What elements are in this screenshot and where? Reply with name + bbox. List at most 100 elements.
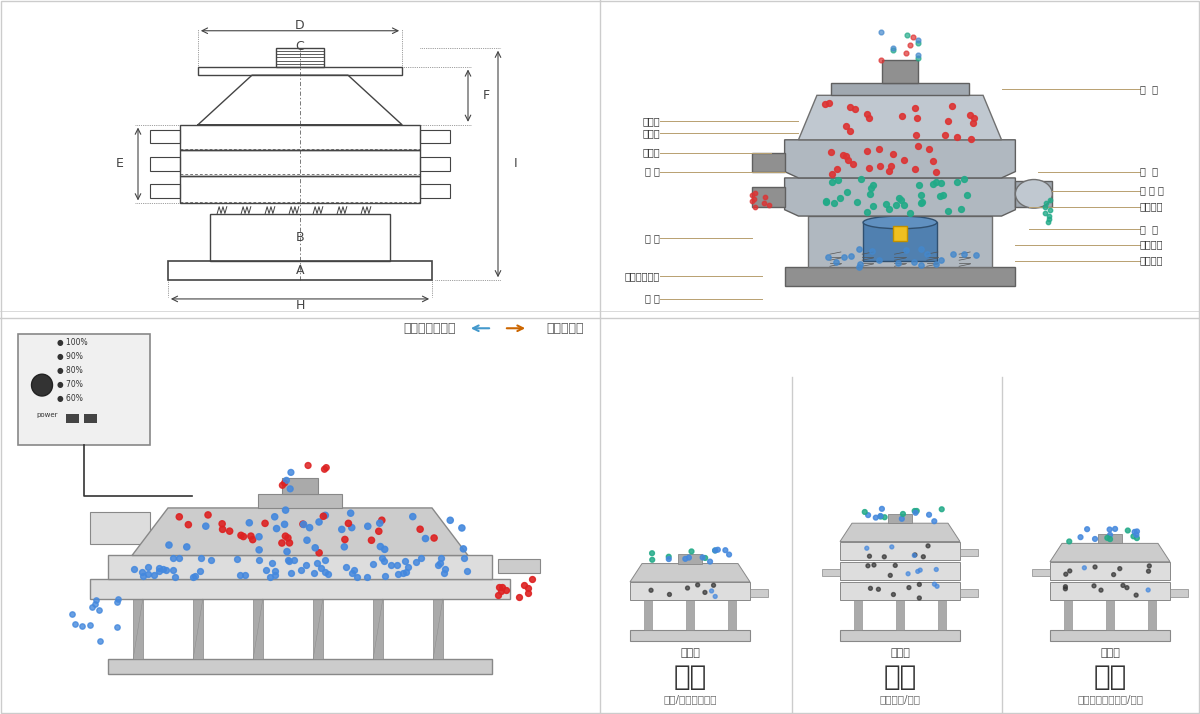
Point xyxy=(900,207,919,218)
Point xyxy=(278,554,298,565)
Point xyxy=(284,554,304,565)
Point xyxy=(1114,580,1133,591)
Point xyxy=(1118,525,1138,536)
Bar xyxy=(728,600,736,630)
Point xyxy=(278,532,298,543)
Bar xyxy=(630,630,750,640)
Point xyxy=(1039,211,1058,222)
Point xyxy=(886,560,905,571)
Polygon shape xyxy=(785,140,1015,178)
Point xyxy=(824,197,844,208)
Text: 除杂: 除杂 xyxy=(1093,663,1127,691)
Point xyxy=(901,39,920,51)
Point xyxy=(150,562,169,573)
Point xyxy=(265,565,284,577)
Point xyxy=(954,248,973,260)
Point xyxy=(889,193,908,204)
Point xyxy=(817,196,836,207)
Point xyxy=(961,109,980,121)
Point xyxy=(881,161,900,172)
Point xyxy=(62,608,82,620)
Point xyxy=(190,565,209,576)
Point xyxy=(893,508,912,520)
Bar xyxy=(1106,600,1114,630)
Point xyxy=(829,174,848,186)
Bar xyxy=(168,261,432,280)
Text: D: D xyxy=(295,19,305,32)
Bar xyxy=(678,554,702,563)
Point xyxy=(961,133,980,144)
Point xyxy=(1126,526,1145,538)
Point xyxy=(314,463,334,475)
Point xyxy=(845,104,864,115)
Text: 分级: 分级 xyxy=(673,663,707,691)
Point xyxy=(896,29,916,41)
Bar xyxy=(830,83,970,95)
Bar xyxy=(882,61,918,83)
Point xyxy=(1139,565,1158,577)
Point xyxy=(335,534,354,545)
Point xyxy=(454,543,473,555)
Point xyxy=(682,545,701,557)
Point xyxy=(858,509,877,521)
Point xyxy=(338,518,358,529)
Text: 防尘盖: 防尘盖 xyxy=(642,129,660,139)
Point xyxy=(299,460,318,471)
Point xyxy=(918,248,937,259)
Text: 过滤: 过滤 xyxy=(883,663,917,691)
Point xyxy=(836,121,856,132)
Bar xyxy=(18,333,150,445)
Point xyxy=(745,188,764,199)
Point xyxy=(860,188,880,200)
Point xyxy=(358,571,377,583)
Text: H: H xyxy=(295,299,305,312)
Point xyxy=(396,567,415,578)
Point xyxy=(838,186,857,197)
Point xyxy=(708,544,727,555)
Point xyxy=(192,553,211,564)
Point xyxy=(108,593,127,605)
Point xyxy=(908,141,928,152)
Point xyxy=(907,113,926,124)
Point xyxy=(347,571,366,583)
Point xyxy=(184,571,203,583)
Point xyxy=(265,570,284,581)
Point xyxy=(398,561,418,573)
Point xyxy=(871,55,890,66)
Point xyxy=(743,195,762,206)
Point xyxy=(518,587,538,598)
Point xyxy=(822,176,841,187)
Point xyxy=(858,109,877,120)
Point xyxy=(892,194,911,206)
Point xyxy=(930,190,949,201)
Point xyxy=(643,554,662,565)
Point xyxy=(926,166,946,178)
Point xyxy=(431,553,450,564)
Point xyxy=(952,203,971,215)
Point xyxy=(370,526,389,537)
Point xyxy=(911,243,930,255)
Point xyxy=(870,143,889,154)
Point xyxy=(317,462,336,473)
Point xyxy=(886,199,905,211)
Polygon shape xyxy=(798,95,1002,140)
Point xyxy=(1092,585,1111,596)
Point xyxy=(678,583,697,594)
Point xyxy=(947,176,966,188)
Point xyxy=(928,580,947,592)
Polygon shape xyxy=(785,178,1015,216)
Bar xyxy=(108,555,492,579)
Point xyxy=(497,585,516,596)
Point xyxy=(754,197,773,208)
Polygon shape xyxy=(785,267,1015,286)
Point xyxy=(488,581,508,593)
Bar xyxy=(1170,589,1188,597)
Point xyxy=(931,253,950,265)
Ellipse shape xyxy=(863,216,937,228)
Point xyxy=(942,101,961,112)
Bar xyxy=(276,48,324,66)
Point xyxy=(250,555,269,566)
Text: 机 座: 机 座 xyxy=(646,293,660,303)
Point xyxy=(871,160,890,171)
Point xyxy=(911,564,930,575)
